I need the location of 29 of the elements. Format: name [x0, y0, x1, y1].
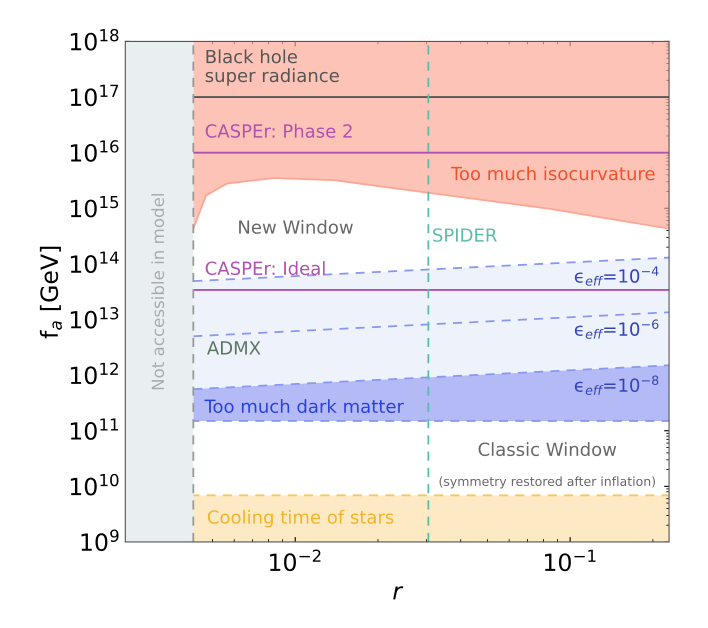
- y-tick-label: 10$^{15}$: [70, 196, 118, 218]
- y-tick-label: 10$^{17}$: [70, 84, 118, 106]
- y-tick-label: 10$^{12}$: [70, 362, 118, 384]
- ref-line-label: CASPEr: Phase 2: [206, 124, 352, 138]
- ref-line-label: Black hole super radiance: [206, 49, 339, 86]
- band-label: ADMX: [207, 341, 260, 354]
- y-tick-label: 10$^{13}$: [70, 306, 118, 329]
- y-tick-label: 10$^{11}$: [70, 418, 118, 440]
- x-tick-label: 10$^{−1}$: [544, 550, 596, 572]
- y-tick-label: 10$^{16}$: [70, 140, 119, 162]
- annotation: New Window: [239, 220, 353, 234]
- y-tick-label: 10$^{10}$: [70, 474, 118, 496]
- x-axis-title: r: [393, 586, 404, 600]
- annotation: Too much isocurvature: [450, 166, 655, 180]
- y-tick-label: 10$^{18}$: [70, 28, 118, 51]
- annotation: (symmetry restored after inflation): [440, 476, 655, 488]
- y-axis-title: f$_{a}$ [GeV]: [40, 246, 62, 338]
- band-label: Not accessible in model: [151, 194, 164, 390]
- annotation: Too much dark matter: [204, 399, 404, 414]
- x-tick-label: 10$^{−2}$: [270, 550, 320, 572]
- ref-line-label: SPIDER: [433, 228, 497, 242]
- annotation: Classic Window: [478, 442, 616, 456]
- annotation: ϵ$_{eff}$=10$^{−6}$: [574, 319, 658, 339]
- annotation: ϵ$_{eff}$=10$^{−4}$: [574, 266, 659, 286]
- y-tick-label: 10$^{14}$: [70, 252, 119, 274]
- annotation: ϵ$_{eff}$=10$^{−8}$: [574, 375, 658, 395]
- y-tick-label: 10$^{9}$: [81, 529, 119, 552]
- band-label: Cooling time of stars: [208, 510, 394, 528]
- ref-line-label: CASPEr: Ideal: [206, 261, 325, 276]
